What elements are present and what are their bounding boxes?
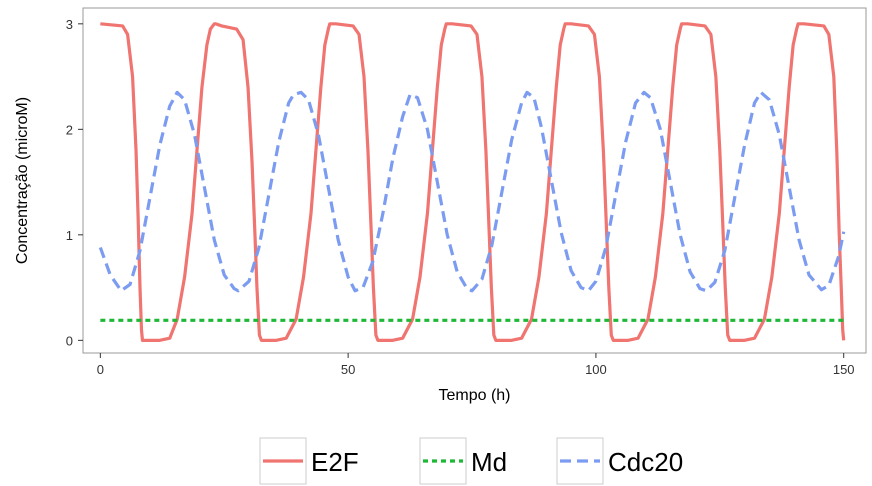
y-axis-title: Concentração (microM) [14,97,31,264]
legend-item-md: Md [419,437,507,485]
x-tick-label: 100 [585,362,607,377]
series-line-cdc20 [98,90,846,293]
y-tick-label: 2 [66,122,73,137]
y-tick-label: 0 [66,333,73,348]
y-tick-label: 1 [66,228,73,243]
x-tick-label: 150 [833,362,855,377]
x-tick-label: 50 [341,362,355,377]
series-layer [98,22,846,342]
y-tick-label: 3 [66,17,73,32]
plot-area-border [82,7,867,354]
legend-label: E2F [311,447,359,477]
x-tick-label: 0 [97,362,104,377]
legend: E2F Md Cdc20 [259,437,683,485]
legend-label: Cdc20 [608,447,683,477]
series-line-e2f [100,22,846,342]
legend-label: Md [471,447,507,477]
plot-panel [82,7,867,354]
x-axis-title: Tempo (h) [438,387,510,404]
legend-item-e2f: E2F [259,437,359,485]
legend-item-cdc20: Cdc20 [556,437,683,485]
axes-layer: 0 50 100 150 0 1 2 3 [66,17,855,377]
